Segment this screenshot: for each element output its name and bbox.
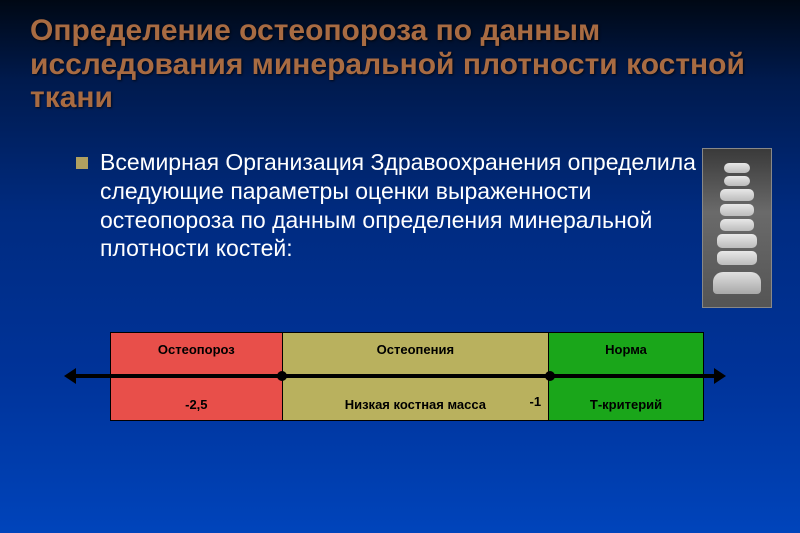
zone-label-top: Остеопения: [377, 343, 454, 357]
slide-title: Определение остеопороза по данным исслед…: [30, 14, 750, 115]
body-bullet: Всемирная Организация Здравоохранения оп…: [76, 148, 716, 263]
tick-boundary-2: [545, 371, 555, 381]
bullet-icon: [76, 157, 88, 169]
body-text: Всемирная Организация Здравоохранения оп…: [100, 148, 716, 263]
zone-label-top: Норма: [605, 343, 647, 357]
boundary-2-label: -1: [530, 394, 542, 409]
zone-label-bottom: -2,5: [185, 398, 207, 412]
zone-label-bottom: Низкая костная масса: [345, 398, 486, 412]
tick-boundary-1: [277, 371, 287, 381]
zone-label-bottom: Т-критерий: [590, 398, 662, 412]
zone-label-top: Остеопороз: [158, 343, 235, 357]
slide: Определение остеопороза по данным исслед…: [0, 0, 800, 533]
spine-image: [702, 148, 772, 308]
t-score-diagram: Остеопороз -2,5 Остеопения Низкая костна…: [110, 332, 704, 421]
axis-line: [76, 374, 714, 378]
